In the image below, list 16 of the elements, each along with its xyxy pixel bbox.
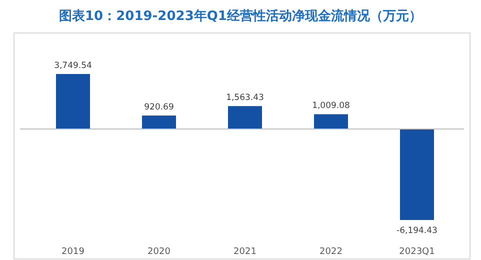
x-tick-label: 2021 [234, 247, 256, 257]
bar [56, 74, 90, 130]
x-tick-label: 2023Q1 [399, 247, 435, 257]
bar [400, 129, 434, 220]
data-label: 3,749.54 [54, 61, 92, 71]
bar [314, 114, 348, 130]
data-label: -6,194.43 [396, 226, 438, 236]
data-label: 1,563.43 [226, 93, 264, 104]
bar [228, 106, 262, 130]
data-label: 1,009.08 [312, 101, 350, 112]
data-label: 920.69 [144, 102, 174, 113]
bar [142, 116, 176, 130]
x-tick-label: 2019 [62, 247, 85, 257]
x-tick-label: 2020 [148, 247, 171, 257]
chart-title: 图表10：2019-2023年Q1经营性活动净现金流情况（万元） [59, 8, 422, 24]
x-tick-label: 2022 [320, 247, 342, 257]
